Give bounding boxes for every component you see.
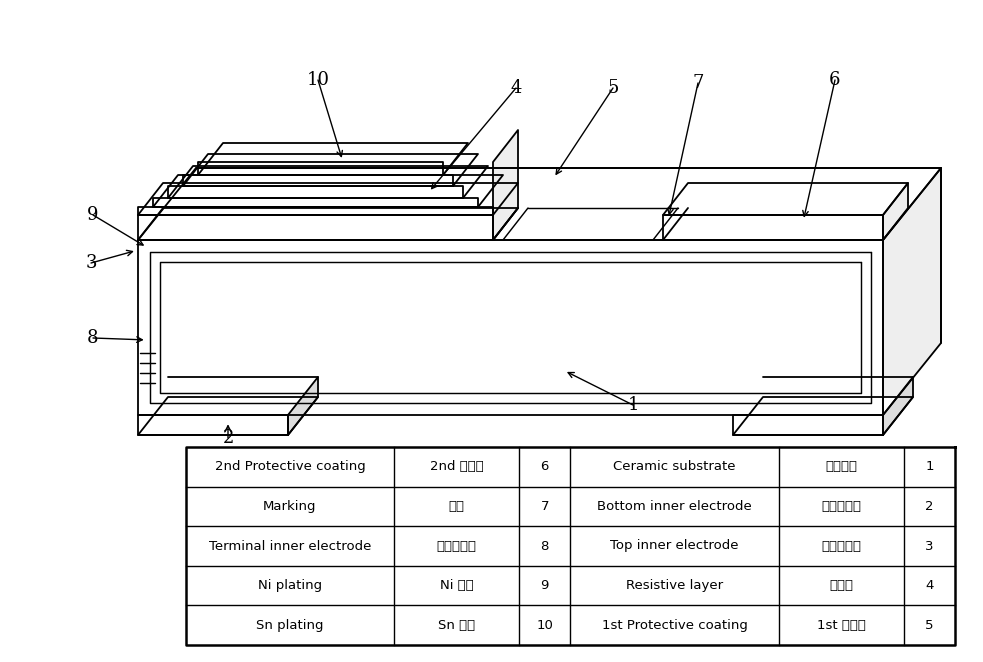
- Text: Marking: Marking: [263, 500, 317, 513]
- Text: 2nd 保护膜: 2nd 保护膜: [430, 460, 484, 473]
- Text: 5: 5: [607, 79, 618, 97]
- Polygon shape: [883, 168, 941, 415]
- Text: Sn plating: Sn plating: [257, 619, 323, 632]
- Text: 正面内电极: 正面内电极: [822, 540, 861, 553]
- Text: 7: 7: [541, 500, 549, 513]
- Polygon shape: [138, 168, 941, 240]
- Polygon shape: [198, 143, 468, 175]
- Polygon shape: [138, 207, 493, 215]
- Text: 9: 9: [87, 206, 98, 224]
- Text: Ni 电镀: Ni 电镀: [439, 579, 474, 592]
- Text: 1: 1: [627, 396, 639, 414]
- Polygon shape: [883, 377, 913, 435]
- Text: 1st 保护膜: 1st 保护膜: [817, 619, 866, 632]
- Polygon shape: [733, 397, 913, 435]
- Polygon shape: [153, 175, 503, 207]
- Polygon shape: [198, 162, 443, 175]
- Polygon shape: [168, 166, 488, 198]
- Polygon shape: [138, 415, 288, 435]
- Text: 1st Protective coating: 1st Protective coating: [602, 619, 747, 632]
- Text: 7: 7: [692, 74, 704, 92]
- Text: 5: 5: [925, 619, 934, 632]
- Text: Ceramic substrate: Ceramic substrate: [613, 460, 736, 473]
- Text: 4: 4: [510, 79, 522, 97]
- Text: 4: 4: [925, 579, 934, 592]
- Polygon shape: [168, 186, 463, 198]
- Polygon shape: [138, 183, 518, 215]
- Polygon shape: [733, 415, 883, 435]
- Text: Terminal inner electrode: Terminal inner electrode: [208, 540, 371, 553]
- Polygon shape: [183, 175, 453, 186]
- Polygon shape: [663, 183, 908, 215]
- Text: 8: 8: [87, 329, 98, 347]
- Text: 10: 10: [537, 619, 553, 632]
- Text: Sn 电镀: Sn 电镀: [438, 619, 476, 632]
- Polygon shape: [183, 154, 478, 186]
- Polygon shape: [138, 208, 518, 240]
- Polygon shape: [288, 377, 318, 435]
- Text: 陶瓷基板: 陶瓷基板: [826, 460, 857, 473]
- Text: 背面内电极: 背面内电极: [822, 500, 861, 513]
- Polygon shape: [138, 397, 318, 435]
- Text: 9: 9: [541, 579, 549, 592]
- Text: Ni plating: Ni plating: [258, 579, 322, 592]
- Text: 2nd Protective coating: 2nd Protective coating: [214, 460, 366, 473]
- Text: Resistive layer: Resistive layer: [626, 579, 723, 592]
- Text: 6: 6: [541, 460, 549, 473]
- Text: 6: 6: [830, 71, 840, 89]
- Text: 1: 1: [925, 460, 934, 473]
- Polygon shape: [663, 215, 883, 240]
- Text: Top inner electrode: Top inner electrode: [610, 540, 739, 553]
- Polygon shape: [153, 198, 478, 207]
- Polygon shape: [138, 215, 493, 240]
- Text: 2: 2: [222, 429, 234, 447]
- Text: 标志: 标志: [448, 500, 465, 513]
- Text: 3: 3: [925, 540, 934, 553]
- Text: Bottom inner electrode: Bottom inner electrode: [598, 500, 752, 513]
- Text: 2: 2: [925, 500, 934, 513]
- Text: 端面内电极: 端面内电极: [436, 540, 477, 553]
- Polygon shape: [883, 183, 908, 240]
- Text: 8: 8: [541, 540, 549, 553]
- Text: 10: 10: [307, 71, 329, 89]
- Polygon shape: [138, 240, 883, 415]
- Text: 电阻层: 电阻层: [830, 579, 853, 592]
- Text: 3: 3: [86, 254, 96, 272]
- Polygon shape: [493, 130, 518, 240]
